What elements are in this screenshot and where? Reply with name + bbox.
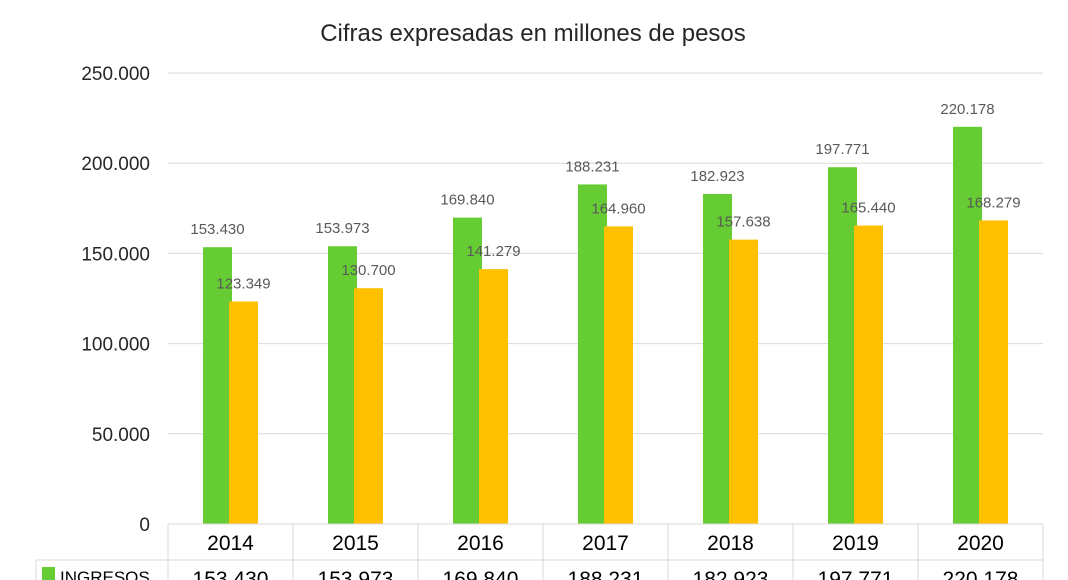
y-axis-tick-labels: 0 50.000 100.000 150.000 200.000 250.000 (81, 64, 150, 536)
bar-ingresos-2018 (703, 194, 732, 525)
x-tick-label: 2014 (207, 532, 254, 555)
data-label: 165.440 (841, 200, 895, 217)
data-label: 220.178 (940, 101, 994, 118)
x-tick-label: 2018 (707, 532, 754, 555)
data-label: 169.840 (440, 192, 494, 209)
bar-ingresos-2017 (578, 184, 607, 524)
bar-ingresos-2014 (203, 247, 232, 524)
data-labels: 153.430 153.973 169.840 188.231 182.923 197.7… (190, 101, 1020, 293)
data-table-row-label: INGRESOS (60, 568, 150, 580)
x-tick-label: 2015 (332, 532, 379, 555)
x-tick-label: 2017 (582, 532, 629, 555)
bar-series-2-2019 (854, 225, 883, 524)
data-table-value: 153.973 (318, 568, 394, 580)
bar-series-2-2014 (229, 301, 258, 524)
bar-series-2-2020 (979, 220, 1008, 524)
data-label: 168.279 (966, 194, 1020, 211)
x-tick-label: 2019 (832, 532, 879, 555)
data-label: 164.960 (591, 200, 645, 217)
data-table-value: 188.231 (568, 568, 644, 580)
legend-key-ingresos (42, 567, 55, 580)
y-tick-label: 100.000 (81, 335, 150, 356)
bar-series-2-2016 (479, 269, 508, 524)
data-table-value: 182.923 (693, 568, 769, 580)
x-tick-label: 2016 (457, 532, 504, 555)
bar-ingresos-2016 (453, 217, 482, 524)
data-label: 130.700 (341, 262, 395, 279)
y-tick-label: 250.000 (81, 64, 150, 85)
bar-ingresos-2019 (828, 167, 857, 524)
x-tick-label: 2020 (957, 532, 1004, 555)
y-tick-label: 200.000 (81, 154, 150, 175)
data-label: 182.923 (690, 168, 744, 185)
bar-series-2-2018 (729, 239, 758, 525)
data-label: 188.231 (565, 158, 619, 175)
bar-ingresos-2020 (953, 126, 982, 524)
y-tick-label: 150.000 (81, 244, 150, 265)
bar-series-2-2017 (604, 226, 633, 524)
bars (203, 126, 1008, 525)
data-label: 157.638 (716, 214, 770, 231)
chart-title: Cifras expresadas en millones de pesos (320, 20, 746, 47)
data-label: 123.349 (216, 275, 270, 292)
data-table-value: 153.430 (193, 568, 269, 580)
data-table: 2014 2015 2016 2017 2018 2019 2020 INGRESOS 153.… (35, 523, 1044, 580)
data-table-value: 220.178 (943, 568, 1019, 580)
data-label: 141.279 (466, 243, 520, 260)
data-label: 153.430 (190, 221, 244, 238)
data-table-value: 169.840 (443, 568, 519, 580)
data-label: 197.771 (815, 141, 869, 158)
y-tick-label: 0 (139, 515, 150, 536)
bar-ingresos-2015 (328, 246, 357, 524)
data-label: 153.973 (315, 220, 369, 237)
bar-series-2-2015 (354, 288, 383, 524)
y-tick-label: 50.000 (92, 425, 150, 446)
data-table-value: 197.771 (818, 568, 894, 580)
